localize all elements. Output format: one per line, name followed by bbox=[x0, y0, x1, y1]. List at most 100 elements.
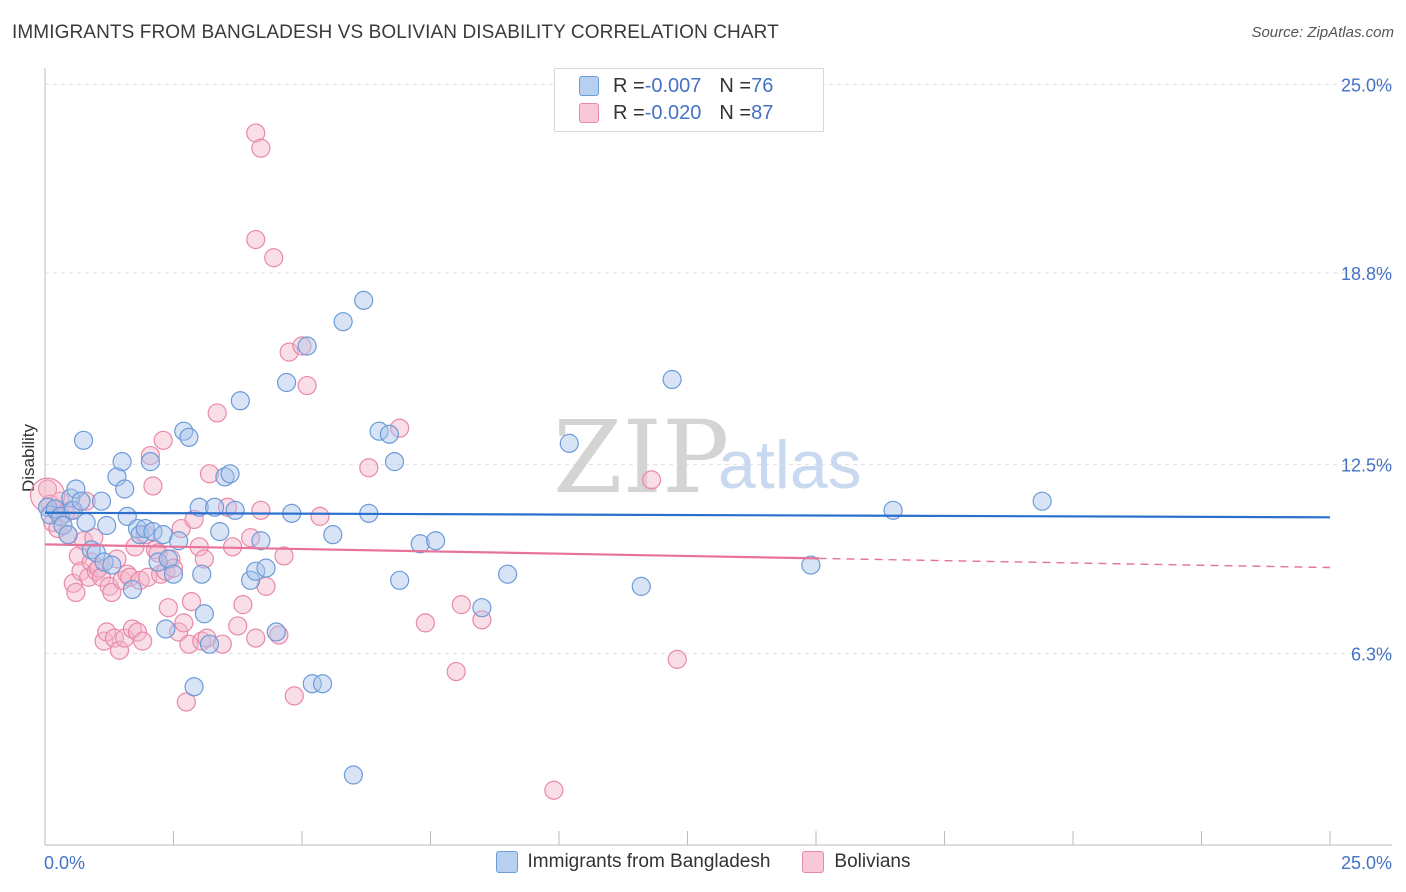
bolivians-point bbox=[297, 375, 317, 396]
bangladesh-point bbox=[179, 427, 199, 447]
bolivians-point bbox=[207, 403, 227, 423]
bolivians-point bbox=[246, 229, 266, 250]
bolivians-point bbox=[359, 458, 379, 478]
bolivians-point bbox=[66, 582, 86, 603]
bolivians-point bbox=[292, 336, 312, 356]
bolivians-point bbox=[415, 613, 435, 633]
legend-n-value: 87 bbox=[751, 101, 774, 124]
bolivians-point bbox=[133, 631, 153, 651]
bangladesh-point bbox=[189, 497, 209, 517]
bangladesh-point bbox=[115, 479, 135, 499]
bangladesh-point bbox=[498, 564, 518, 584]
trend-lines bbox=[44, 511, 1331, 569]
bangladesh-point bbox=[312, 674, 333, 694]
gridlines bbox=[45, 83, 1392, 654]
bangladesh-point bbox=[333, 312, 353, 332]
bangladesh-point bbox=[58, 525, 78, 545]
bangladesh-point bbox=[174, 421, 194, 441]
bolivians-point bbox=[544, 780, 564, 800]
bangladesh-point bbox=[631, 576, 651, 596]
bangladesh-point bbox=[297, 336, 317, 356]
legend-r-label: R = bbox=[613, 74, 645, 97]
bangladesh-point bbox=[194, 604, 214, 624]
bolivians-point bbox=[446, 661, 466, 682]
bangladesh-point bbox=[73, 430, 94, 450]
source-label: Source: ZipAtlas.com bbox=[1251, 24, 1394, 41]
bangladesh-point bbox=[199, 634, 220, 654]
y-tick-label: 25.0% bbox=[1341, 75, 1392, 95]
bolivians-trend-line bbox=[44, 543, 819, 560]
bangladesh-point bbox=[1032, 491, 1052, 511]
bolivians-point bbox=[269, 625, 289, 645]
bangladesh-point bbox=[256, 558, 276, 578]
bangladesh-point bbox=[192, 564, 212, 584]
bolivians-point bbox=[109, 640, 130, 660]
bangladesh-point bbox=[94, 552, 114, 572]
y-tick-label: 12.5% bbox=[1341, 456, 1392, 476]
bangladesh-point bbox=[210, 522, 230, 542]
bangladesh-point bbox=[241, 570, 261, 590]
chart-title: IMMIGRANTS FROM BANGLADESH VS BOLIVIAN D… bbox=[12, 22, 779, 43]
pink-swatch-icon bbox=[579, 103, 599, 123]
legend-label-bolivians: Bolivians bbox=[834, 851, 911, 872]
blue-swatch-icon bbox=[579, 76, 599, 96]
bangladesh-point bbox=[91, 491, 112, 511]
bangladesh-point bbox=[354, 290, 374, 310]
bolivians-point bbox=[390, 418, 410, 438]
bangladesh-point bbox=[184, 677, 204, 697]
bolivians-point bbox=[251, 500, 271, 520]
bolivians-point bbox=[451, 595, 471, 615]
bangladesh-point bbox=[559, 433, 579, 453]
bangladesh-trend-line bbox=[44, 511, 1331, 519]
y-tick-labels: 6.3% 12.5% 18.8% 25.0% bbox=[1341, 75, 1392, 664]
legend-r-value: -0.020 bbox=[644, 101, 702, 124]
bolivians-point bbox=[641, 470, 662, 490]
bangladesh-point bbox=[390, 570, 410, 590]
bangladesh-point bbox=[410, 534, 430, 554]
bangladesh-point bbox=[323, 525, 343, 545]
bangladesh-point bbox=[379, 424, 399, 444]
bangladesh-point bbox=[220, 464, 240, 484]
legend-n-value: 76 bbox=[751, 74, 774, 97]
bolivians-trend-line-extrapolated bbox=[818, 557, 1331, 569]
bolivians-point bbox=[104, 628, 124, 648]
bolivians-point bbox=[667, 649, 687, 669]
legend-n-label: N = bbox=[719, 101, 752, 124]
bolivians-point bbox=[176, 692, 196, 712]
bangladesh-point bbox=[71, 491, 91, 511]
bangladesh-point bbox=[158, 549, 178, 569]
bolivians-point bbox=[181, 591, 202, 612]
legend-row-bangladesh: R = -0.007 N = 76 bbox=[579, 73, 773, 99]
bangladesh-point bbox=[215, 467, 235, 487]
series-legend: Immigrants from Bangladesh Bolivians bbox=[0, 851, 1406, 873]
x-tick-label: 0.0% bbox=[44, 853, 85, 873]
legend-r-value: -0.007 bbox=[644, 74, 702, 97]
bolivians-point bbox=[102, 582, 122, 603]
bolivians-point bbox=[122, 619, 142, 639]
bangladesh-point bbox=[140, 452, 160, 472]
y-axis-label: Disability bbox=[19, 423, 38, 492]
y-tick-label: 6.3% bbox=[1351, 644, 1392, 664]
bolivians-point bbox=[264, 248, 284, 268]
bangladesh-point bbox=[40, 505, 60, 525]
bangladesh-point bbox=[156, 619, 176, 639]
bangladesh-point bbox=[426, 531, 446, 551]
axes bbox=[44, 68, 1392, 846]
bolivians-point bbox=[199, 464, 220, 484]
bangladesh-point bbox=[169, 531, 189, 551]
bolivians-point bbox=[246, 628, 266, 648]
bangladesh-point bbox=[122, 579, 142, 600]
bolivians-point bbox=[184, 509, 204, 530]
bangladesh-point bbox=[384, 452, 405, 472]
bangladesh-point bbox=[66, 479, 86, 499]
bolivians-point bbox=[140, 445, 160, 466]
legend-item-bolivians: Bolivians bbox=[802, 851, 910, 873]
blue-square-icon bbox=[495, 851, 518, 873]
legend-row-bolivians: R = -0.020 N = 87 bbox=[579, 100, 773, 126]
bangladesh-point bbox=[163, 564, 184, 584]
bolivians-point bbox=[174, 613, 194, 633]
y-tick-label: 18.8% bbox=[1341, 264, 1392, 284]
x-tick-labels: 0.0% 25.0% bbox=[44, 853, 1392, 873]
bolivians-point bbox=[158, 598, 178, 618]
